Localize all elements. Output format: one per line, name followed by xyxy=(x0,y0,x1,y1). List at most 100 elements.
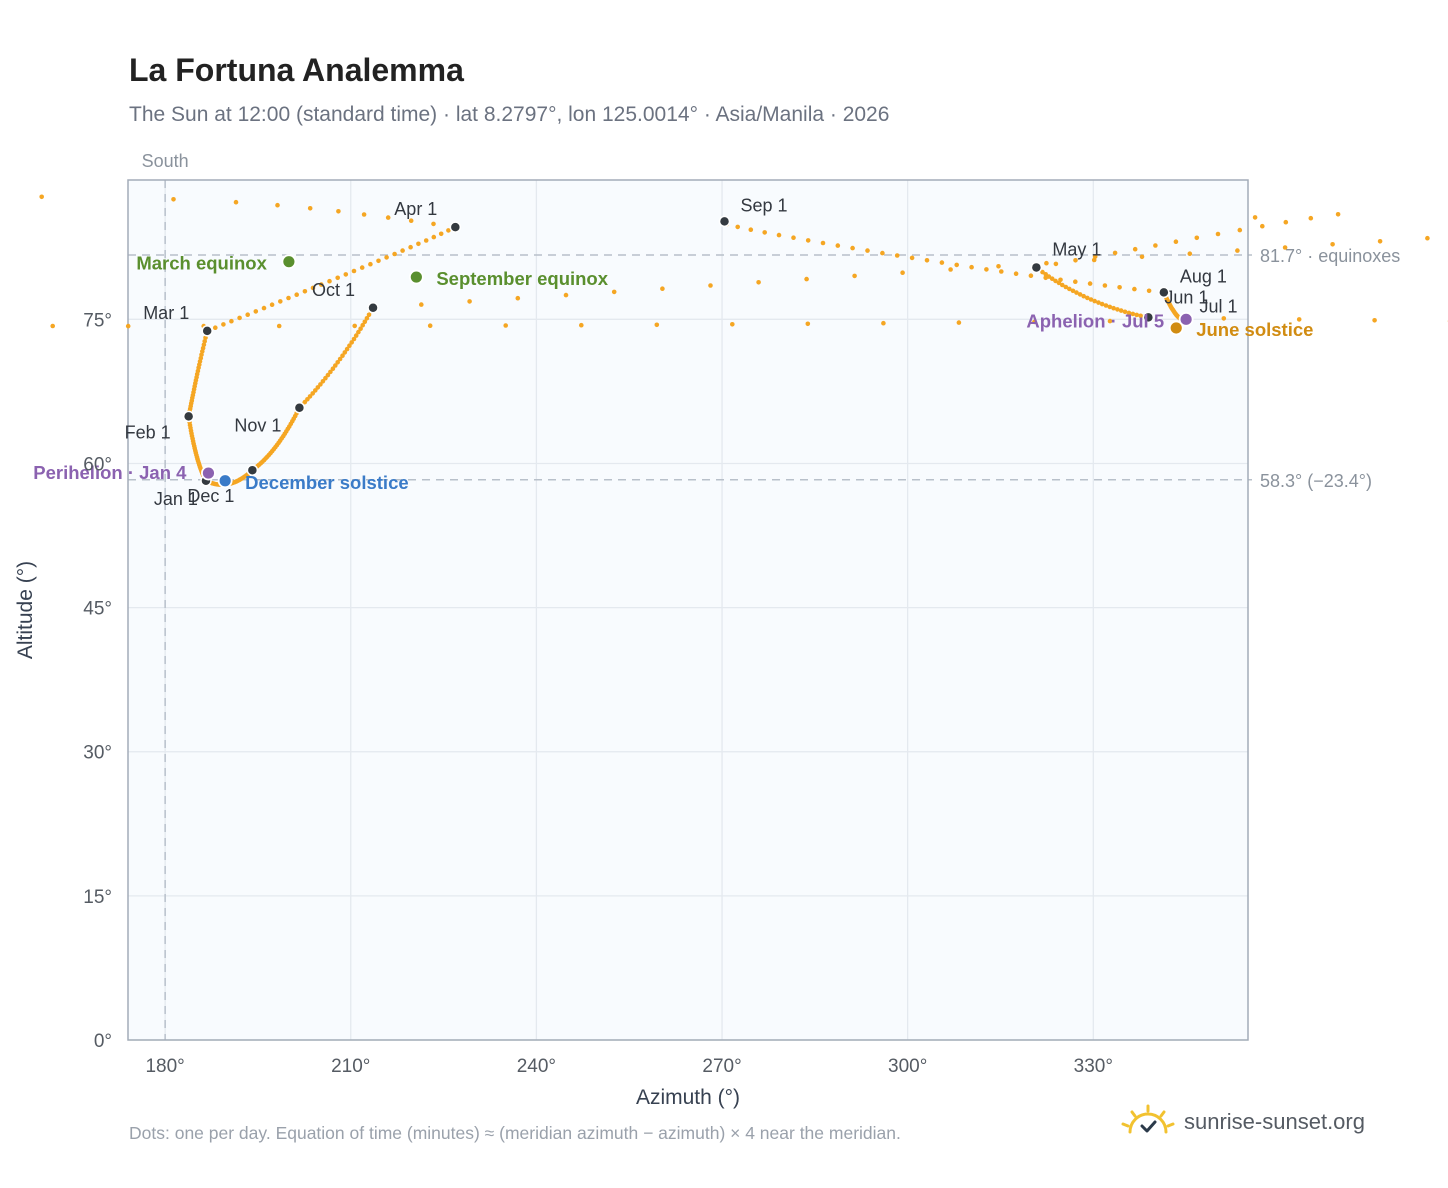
daily-sun-dot xyxy=(948,267,953,272)
daily-sun-dot xyxy=(1063,284,1069,290)
daily-sun-dot xyxy=(881,320,886,326)
daily-sun-dot xyxy=(900,270,905,276)
x-tick-label: 330° xyxy=(1074,1056,1113,1077)
daily-sun-dot xyxy=(805,321,811,327)
daily-sun-dot xyxy=(202,339,207,344)
daily-sun-dot xyxy=(361,212,367,217)
event-markers: March equinox September equinox June solst… xyxy=(33,253,1313,493)
daily-sun-dot xyxy=(852,273,857,279)
daily-sun-dot xyxy=(939,260,945,265)
daily-sun-dot xyxy=(1112,250,1118,256)
daily-sun-dot xyxy=(400,248,405,253)
daily-sun-dot xyxy=(368,261,373,267)
daily-sun-dot xyxy=(340,353,345,359)
daily-sun-dot xyxy=(1074,290,1079,295)
daily-sun-dot xyxy=(503,323,509,328)
daily-sun-dot xyxy=(969,264,974,270)
daily-sun-dot xyxy=(385,215,391,220)
daily-sun-dot xyxy=(654,322,660,328)
daily-sun-dot xyxy=(1073,279,1078,285)
month-marker xyxy=(246,464,259,476)
daily-sun-dot xyxy=(762,230,767,235)
daily-sun-dot xyxy=(999,269,1004,274)
daily-sun-dot xyxy=(276,323,282,329)
daily-sun-dot xyxy=(1085,295,1090,301)
daily-sun-dot xyxy=(376,258,381,264)
event-label: Perihelion · Jan 4 xyxy=(33,462,187,483)
daily-sun-dot xyxy=(438,231,444,237)
daily-sun-dot xyxy=(776,232,782,238)
daily-sun-dot xyxy=(1060,282,1065,288)
axis-ticks: 180° 210° 240° 270° 300° 330° 0° 15° 30° 45° 60° 75… xyxy=(83,310,1113,1077)
daily-sun-dot xyxy=(1028,273,1034,279)
daily-sun-dot xyxy=(325,372,331,378)
month-marker xyxy=(718,215,731,228)
event-label: December solstice xyxy=(245,472,409,493)
daily-sun-dot xyxy=(791,235,796,240)
daily-sun-dot xyxy=(336,209,341,214)
daily-sun-dot xyxy=(408,244,413,250)
daily-sun-dot xyxy=(1134,312,1139,318)
daily-sun-dot xyxy=(275,202,280,208)
daily-sun-dot xyxy=(419,302,424,307)
daily-sun-dot xyxy=(611,289,617,295)
event-label: March equinox xyxy=(136,253,267,274)
month-marker xyxy=(201,325,213,337)
daily-sun-dot xyxy=(307,206,313,211)
daily-sun-dot xyxy=(335,275,341,281)
daily-sun-dot xyxy=(253,309,259,314)
event-marker xyxy=(217,473,233,489)
y-tick-label: 75° xyxy=(83,310,112,331)
daily-sun-dot xyxy=(579,322,584,328)
daily-sun-dot xyxy=(1103,303,1109,308)
daily-sun-dot xyxy=(954,262,959,268)
month-label: Feb 1 xyxy=(125,422,171,442)
daily-sun-dot xyxy=(515,295,521,301)
daily-sun-dot xyxy=(748,227,754,232)
daily-sun-dot xyxy=(384,255,389,260)
daily-sun-dot xyxy=(423,238,429,243)
daily-sun-dot xyxy=(327,278,332,284)
event-marker xyxy=(1168,320,1184,336)
daily-sun-dot xyxy=(467,299,472,304)
y-axis-label: Altitude (°) xyxy=(14,561,37,659)
month-label: Oct 1 xyxy=(312,280,355,300)
month-label: Apr 1 xyxy=(394,199,437,219)
x-tick-label: 240° xyxy=(517,1056,556,1077)
daily-sun-dot xyxy=(302,289,308,294)
daily-sun-dot xyxy=(1146,288,1152,294)
daily-sun-dot xyxy=(323,375,328,381)
daily-sun-dot xyxy=(909,255,915,261)
month-label: Jul 1 xyxy=(1200,296,1238,316)
daily-sun-dot xyxy=(446,228,451,233)
daily-sun-dot xyxy=(820,240,826,246)
daily-sun-dot xyxy=(1118,308,1124,313)
daily-sun-dot xyxy=(261,305,267,311)
daily-sun-dot xyxy=(756,280,761,285)
daily-sun-dot xyxy=(850,245,855,251)
daily-sun-dot xyxy=(660,286,665,292)
reference-label: 58.3° (−23.4°) xyxy=(1260,471,1372,491)
daily-sun-dot xyxy=(1115,307,1120,312)
daily-sun-dot xyxy=(1117,285,1122,290)
sunrise-logo-icon xyxy=(1121,1104,1175,1134)
daily-sun-dot xyxy=(1077,292,1083,297)
daily-sun-dot xyxy=(1040,269,1045,275)
daily-sun-dot xyxy=(328,369,333,375)
month-label: Jun 1 xyxy=(1164,287,1208,307)
daily-sun-dot xyxy=(1081,293,1086,299)
daily-sun-dot xyxy=(1044,260,1049,266)
footnote: Dots: one per day. Equation of time (min… xyxy=(129,1123,901,1143)
daily-sun-dot xyxy=(1252,215,1258,220)
daily-sun-dot xyxy=(1130,311,1136,317)
brand[interactable]: sunrise-sunset.org xyxy=(1120,1102,1365,1142)
daily-sun-dot xyxy=(1132,246,1138,252)
daily-sun-dot xyxy=(1088,297,1094,302)
daily-sun-dot xyxy=(1296,317,1302,322)
brand-text[interactable]: sunrise-sunset.org xyxy=(1184,1109,1365,1134)
event-label: September equinox xyxy=(436,268,608,289)
daily-sun-dot xyxy=(835,243,841,248)
daily-sun-dot xyxy=(1053,261,1059,267)
daily-sun-dot xyxy=(730,322,735,327)
month-label: Dec 1 xyxy=(187,486,234,506)
